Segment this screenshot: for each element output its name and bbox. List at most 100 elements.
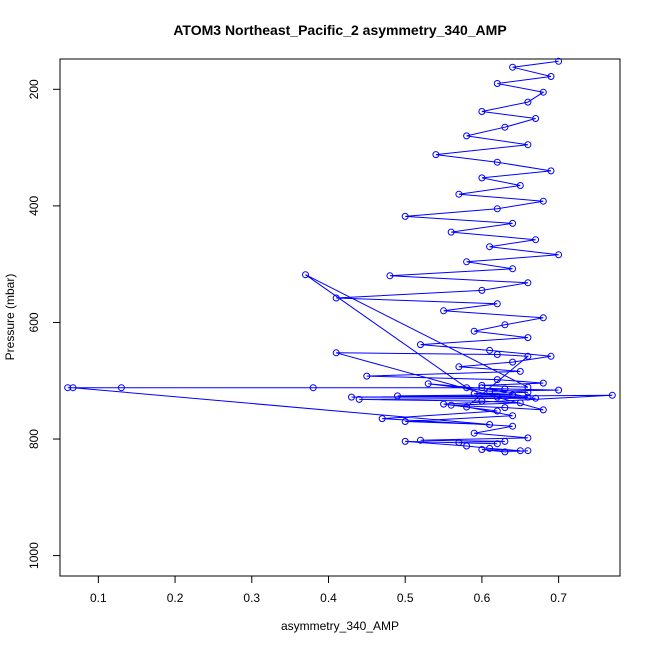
y-tick-label: 1000 xyxy=(27,542,41,569)
data-point xyxy=(509,265,517,273)
data-point xyxy=(302,271,309,279)
data-point xyxy=(501,321,509,329)
data-point xyxy=(524,383,532,391)
y-tick-label: 800 xyxy=(27,429,41,449)
data-point xyxy=(486,346,494,354)
data-point xyxy=(524,141,532,149)
data-point xyxy=(608,391,616,399)
y-tick-label: 400 xyxy=(27,196,41,216)
data-point xyxy=(509,422,517,430)
x-tick-label: 0.1 xyxy=(90,591,107,605)
data-point xyxy=(501,404,509,412)
x-tick-label: 0.6 xyxy=(474,591,491,605)
data-point xyxy=(501,437,509,445)
data-points-group xyxy=(64,57,616,456)
data-point xyxy=(524,393,532,401)
data-point xyxy=(493,440,501,448)
data-point xyxy=(348,393,355,401)
data-point xyxy=(501,123,509,131)
data-point xyxy=(509,63,517,71)
data-point xyxy=(470,429,478,437)
data-point xyxy=(478,397,486,405)
data-point xyxy=(463,132,471,140)
data-point xyxy=(69,384,77,392)
data-point xyxy=(486,444,494,452)
data-point xyxy=(493,376,501,384)
data-point xyxy=(117,384,125,392)
series-line-group xyxy=(67,60,613,453)
data-point xyxy=(501,385,509,393)
x-tick-label: 0.7 xyxy=(550,591,567,605)
data-point xyxy=(447,228,455,236)
data-point xyxy=(555,386,563,394)
data-point xyxy=(532,115,540,122)
data-point xyxy=(455,363,463,371)
data-point xyxy=(524,334,532,342)
y-axis-label: Pressure (mbar) xyxy=(3,274,17,361)
data-point xyxy=(516,367,524,375)
data-point xyxy=(478,108,486,115)
data-point xyxy=(509,219,517,227)
data-point xyxy=(486,387,494,395)
data-point xyxy=(555,251,563,259)
data-point xyxy=(539,314,547,322)
data-point xyxy=(509,391,517,399)
data-point xyxy=(470,327,478,335)
data-point xyxy=(440,307,448,315)
data-point xyxy=(440,400,448,408)
data-point xyxy=(493,351,501,358)
data-point xyxy=(455,190,463,198)
data-point xyxy=(524,388,532,396)
data-point xyxy=(478,174,486,182)
series-line xyxy=(67,60,613,453)
y-tick-label: 200 xyxy=(27,79,41,99)
data-point xyxy=(363,372,371,380)
data-point xyxy=(493,407,501,415)
data-point xyxy=(493,300,501,308)
data-point xyxy=(509,358,517,366)
data-point xyxy=(447,401,455,409)
data-point xyxy=(401,212,409,220)
data-point xyxy=(501,448,509,456)
data-point xyxy=(516,447,524,455)
data-point xyxy=(539,88,547,96)
data-point xyxy=(478,384,486,392)
x-axis-label: asymmetry_340_AMP xyxy=(281,619,399,633)
data-point xyxy=(378,415,386,423)
data-point xyxy=(309,384,317,392)
data-point xyxy=(547,73,555,80)
y-tick-label: 600 xyxy=(27,312,41,332)
data-point xyxy=(417,436,424,444)
chart-title: ATOM3 Northeast_Pacific_2 asymmetry_340_… xyxy=(173,22,506,38)
data-point xyxy=(417,341,424,349)
data-point xyxy=(516,182,524,189)
data-point xyxy=(463,258,471,266)
data-point xyxy=(539,379,547,387)
data-point xyxy=(478,286,486,294)
data-point xyxy=(355,395,363,403)
data-point xyxy=(463,384,471,392)
data-point xyxy=(493,158,501,166)
data-point xyxy=(463,403,471,411)
data-point xyxy=(547,167,555,175)
plot-area-frame xyxy=(59,58,621,577)
data-point xyxy=(524,434,532,442)
data-point xyxy=(493,80,501,87)
data-point xyxy=(478,381,486,389)
data-point xyxy=(532,236,540,244)
data-point xyxy=(463,442,471,450)
data-point xyxy=(332,349,340,357)
data-point xyxy=(524,352,532,360)
data-point xyxy=(394,392,401,400)
data-point xyxy=(509,412,517,420)
data-point xyxy=(539,197,547,205)
x-axis: 0.1 0.2 0.3 0.4 0.5 0.6 0.7 xyxy=(90,576,567,605)
data-point xyxy=(401,418,409,425)
data-point xyxy=(516,399,524,407)
data-point xyxy=(455,439,463,446)
data-point xyxy=(486,243,494,251)
data-point xyxy=(532,394,540,402)
data-point xyxy=(401,437,409,445)
x-tick-label: 0.4 xyxy=(320,591,337,605)
